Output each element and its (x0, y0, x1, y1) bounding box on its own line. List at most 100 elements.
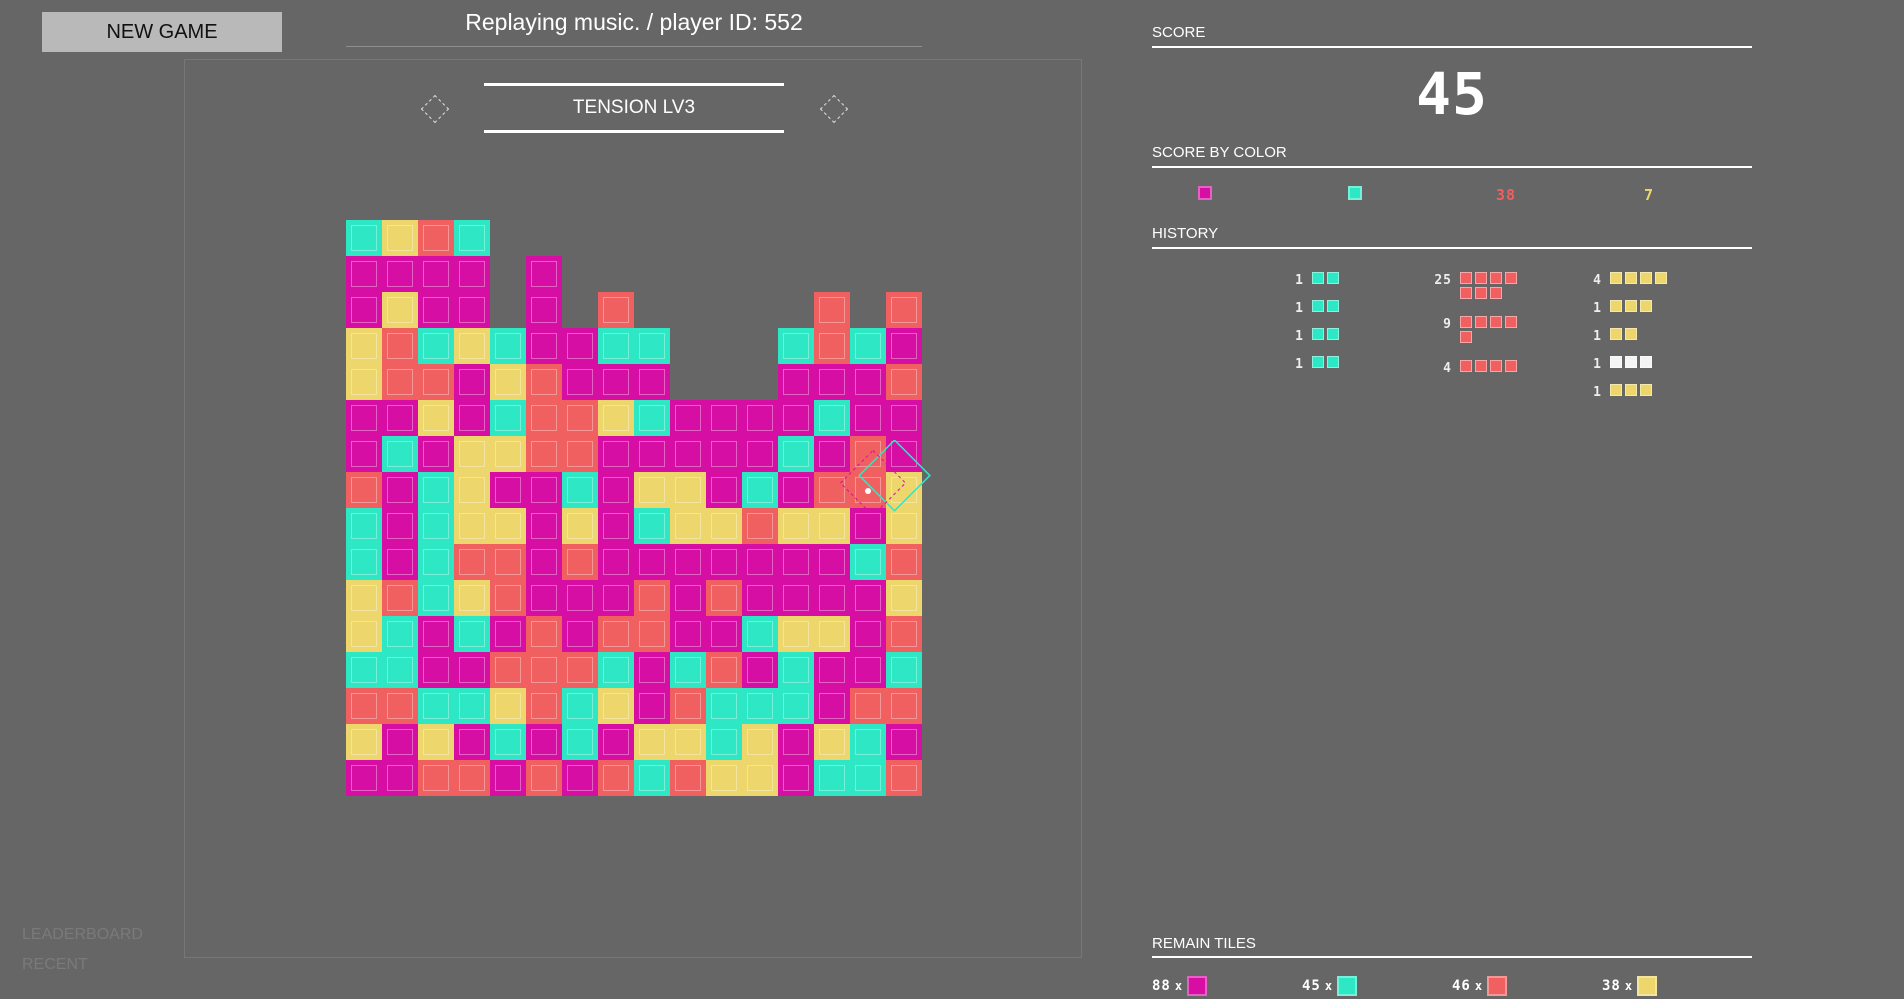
board-tile[interactable] (634, 688, 670, 724)
board-tile[interactable] (742, 688, 778, 724)
board-tile[interactable] (382, 328, 418, 364)
board-tile[interactable] (490, 400, 526, 436)
board-tile[interactable] (454, 688, 490, 724)
board-tile[interactable] (634, 400, 670, 436)
board-tile[interactable] (778, 616, 814, 652)
board-tile[interactable] (778, 760, 814, 796)
new-game-button[interactable]: NEW GAME (42, 12, 282, 52)
board-tile[interactable] (418, 364, 454, 400)
board-tile[interactable] (598, 616, 634, 652)
board-tile[interactable] (778, 400, 814, 436)
board-tile[interactable] (778, 328, 814, 364)
board-tile[interactable] (850, 328, 886, 364)
board-tile[interactable] (454, 616, 490, 652)
board-tile[interactable] (814, 652, 850, 688)
board-tile[interactable] (490, 328, 526, 364)
board-tile[interactable] (814, 364, 850, 400)
recent-link[interactable]: RECENT (22, 956, 88, 973)
board-tile[interactable] (346, 364, 382, 400)
board-tile[interactable] (454, 436, 490, 472)
board-tile[interactable] (526, 544, 562, 580)
board-tile[interactable] (598, 292, 634, 328)
board-tile[interactable] (778, 364, 814, 400)
board-tile[interactable] (346, 436, 382, 472)
board-tile[interactable] (706, 508, 742, 544)
board-tile[interactable] (454, 364, 490, 400)
board-tile[interactable] (598, 436, 634, 472)
board-tile[interactable] (346, 400, 382, 436)
board-tile[interactable] (850, 652, 886, 688)
board-tile[interactable] (526, 328, 562, 364)
board-tile[interactable] (670, 652, 706, 688)
board-tile[interactable] (382, 508, 418, 544)
board-tile[interactable] (634, 436, 670, 472)
board-tile[interactable] (886, 400, 922, 436)
board-tile[interactable] (526, 508, 562, 544)
board-tile[interactable] (850, 544, 886, 580)
board-tile[interactable] (814, 724, 850, 760)
board-tile[interactable] (562, 760, 598, 796)
board-tile[interactable] (490, 688, 526, 724)
board-tile[interactable] (454, 292, 490, 328)
board-tile[interactable] (454, 400, 490, 436)
board-tile[interactable] (562, 652, 598, 688)
board-tile[interactable] (742, 400, 778, 436)
board-tile[interactable] (598, 724, 634, 760)
board-tile[interactable] (634, 616, 670, 652)
board-tile[interactable] (490, 616, 526, 652)
board-tile[interactable] (742, 724, 778, 760)
board-tile[interactable] (778, 580, 814, 616)
board-tile[interactable] (418, 400, 454, 436)
board-tile[interactable] (886, 616, 922, 652)
board-tile[interactable] (634, 724, 670, 760)
board-tile[interactable] (454, 760, 490, 796)
board-tile[interactable] (598, 580, 634, 616)
board-tile[interactable] (886, 544, 922, 580)
board-tile[interactable] (526, 688, 562, 724)
board-tile[interactable] (418, 616, 454, 652)
board-tile[interactable] (742, 472, 778, 508)
board-tile[interactable] (634, 760, 670, 796)
board-tile[interactable] (562, 328, 598, 364)
board-tile[interactable] (670, 436, 706, 472)
board-tile[interactable] (382, 256, 418, 292)
board-tile[interactable] (346, 724, 382, 760)
board-tile[interactable] (490, 544, 526, 580)
board-tile[interactable] (886, 688, 922, 724)
board-tile[interactable] (526, 292, 562, 328)
board-tile[interactable] (346, 328, 382, 364)
board-tile[interactable] (418, 508, 454, 544)
board-tile[interactable] (634, 328, 670, 364)
board-tile[interactable] (562, 544, 598, 580)
tile-board[interactable] (346, 220, 922, 796)
board-tile[interactable] (598, 400, 634, 436)
board-tile[interactable] (706, 436, 742, 472)
board-tile[interactable] (418, 472, 454, 508)
board-tile[interactable] (778, 652, 814, 688)
board-tile[interactable] (346, 472, 382, 508)
board-tile[interactable] (850, 760, 886, 796)
board-tile[interactable] (346, 760, 382, 796)
board-tile[interactable] (346, 652, 382, 688)
board-tile[interactable] (670, 724, 706, 760)
board-tile[interactable] (742, 436, 778, 472)
board-tile[interactable] (814, 292, 850, 328)
board-tile[interactable] (562, 436, 598, 472)
board-tile[interactable] (886, 724, 922, 760)
board-tile[interactable] (346, 508, 382, 544)
board-tile[interactable] (850, 688, 886, 724)
board-tile[interactable] (526, 400, 562, 436)
board-tile[interactable] (706, 724, 742, 760)
board-tile[interactable] (778, 724, 814, 760)
board-tile[interactable] (562, 616, 598, 652)
board-tile[interactable] (454, 508, 490, 544)
board-tile[interactable] (526, 616, 562, 652)
board-tile[interactable] (562, 688, 598, 724)
board-tile[interactable] (778, 472, 814, 508)
board-tile[interactable] (418, 724, 454, 760)
board-tile[interactable] (418, 580, 454, 616)
board-tile[interactable] (454, 220, 490, 256)
board-tile[interactable] (382, 688, 418, 724)
board-tile[interactable] (670, 616, 706, 652)
board-tile[interactable] (526, 652, 562, 688)
